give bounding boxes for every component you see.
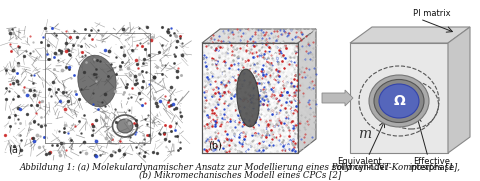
Ellipse shape: [117, 119, 133, 133]
Text: Equivalent: Equivalent: [337, 157, 383, 165]
FancyArrow shape: [322, 90, 353, 106]
Polygon shape: [298, 29, 316, 153]
Polygon shape: [202, 29, 316, 43]
Text: Ω: Ω: [393, 94, 405, 108]
Ellipse shape: [237, 69, 259, 127]
Text: Effective: Effective: [413, 157, 451, 165]
Ellipse shape: [369, 75, 429, 127]
Ellipse shape: [379, 84, 419, 118]
Polygon shape: [350, 43, 448, 153]
Text: (b) Mikromechanisches Modell eines CPCs [2]: (b) Mikromechanisches Modell eines CPCs …: [139, 171, 341, 180]
Polygon shape: [202, 43, 298, 153]
Text: interphase: interphase: [409, 163, 455, 172]
Bar: [2, 24, 187, 159]
Text: (b): (b): [208, 140, 222, 150]
Text: PI matrix: PI matrix: [413, 9, 451, 18]
Ellipse shape: [374, 79, 424, 123]
Text: solid cylinder: solid cylinder: [332, 163, 388, 172]
Text: m: m: [358, 127, 371, 141]
Polygon shape: [350, 27, 470, 43]
Text: (a): (a): [8, 145, 22, 155]
Text: Abbildung 1: (a) Molekulardynamischer Ansatz zur Modellierung eines Polymer-CNT-: Abbildung 1: (a) Molekulardynamischer An…: [20, 162, 460, 172]
Polygon shape: [448, 27, 470, 153]
Ellipse shape: [78, 55, 116, 107]
